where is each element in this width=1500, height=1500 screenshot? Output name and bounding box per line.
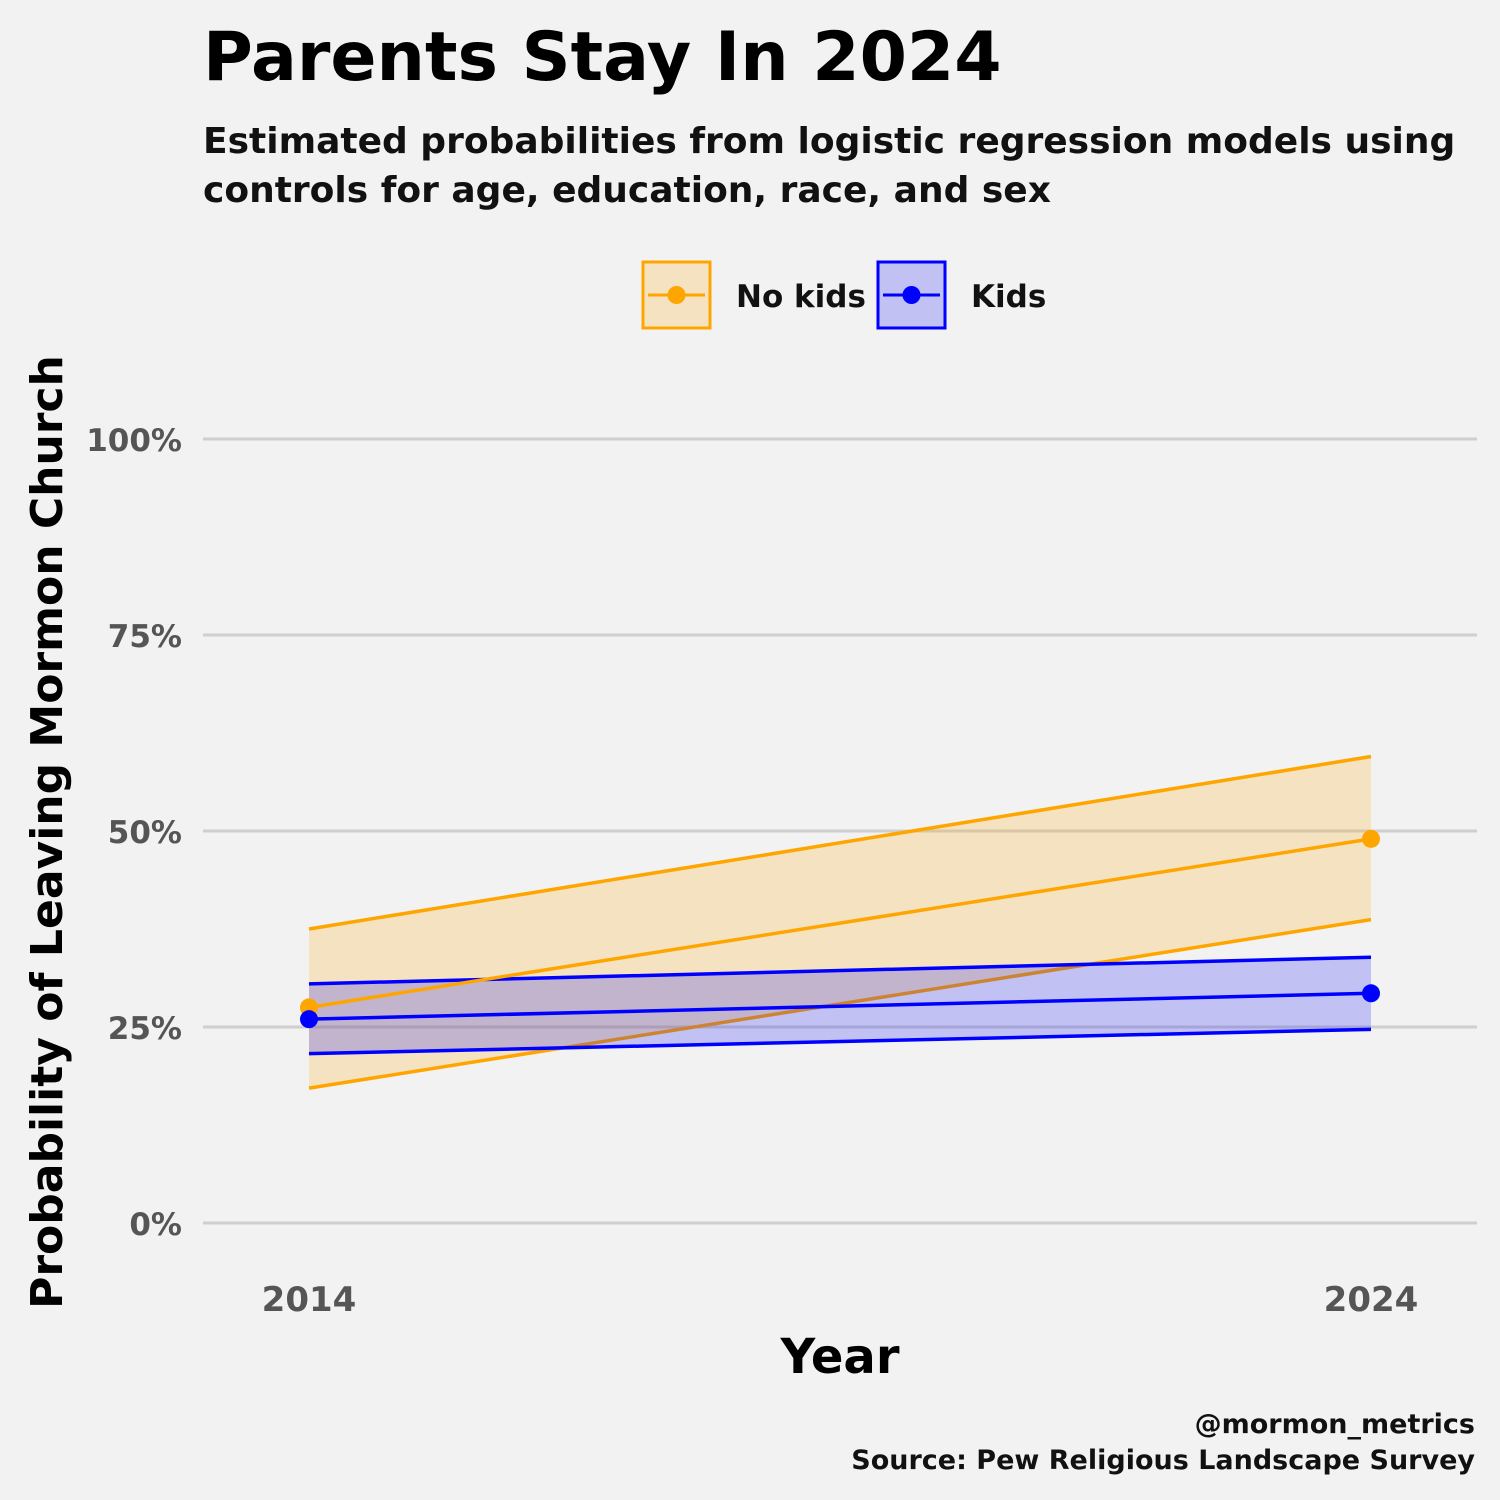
- lower-bound-kids: [308, 1027, 1372, 1056]
- x-axis-ticks: 2014 2024: [262, 1280, 1419, 1320]
- x-tick-label: 2014: [262, 1280, 357, 1320]
- legend-label-no-kids: No kids: [736, 279, 866, 315]
- gridlines: [203, 437, 1477, 1225]
- y-tick-label: 100%: [86, 423, 182, 459]
- data-point-no-kids: [1362, 829, 1380, 848]
- data-point-kids: [1362, 984, 1380, 1003]
- series-line-kids: [308, 991, 1372, 1021]
- legend-item-no-kids: No kids: [641, 260, 866, 330]
- legend-point-no-kids: [667, 286, 686, 304]
- y-tick-label: 0%: [129, 1207, 182, 1243]
- data-point-kids: [300, 1010, 318, 1029]
- chart-title: Parents Stay In 2024: [203, 18, 1002, 97]
- chart-subtitle-line-1: Estimated probabilities from logistic re…: [203, 121, 1455, 162]
- y-axis-ticks: 0% 25% 50% 75% 100%: [86, 423, 182, 1243]
- x-axis-title: Year: [780, 1329, 900, 1385]
- series-lines: [308, 837, 1372, 1021]
- legend-point-kids: [902, 286, 921, 304]
- caption-handle: @mormon_metrics: [1195, 1409, 1475, 1440]
- chart-subtitle-line-2: controls for age, education, race, and s…: [203, 170, 1051, 211]
- series-points: [300, 829, 1380, 1029]
- legend-label-kids: Kids: [971, 279, 1046, 315]
- y-tick-label: 75%: [108, 619, 182, 655]
- caption-source: Source: Pew Religious Landscape Survey: [851, 1445, 1475, 1476]
- y-axis-title: Probability of Leaving Mormon Church: [22, 355, 73, 1309]
- y-tick-label: 50%: [108, 815, 182, 851]
- y-tick-label: 25%: [108, 1011, 182, 1047]
- series-line-no-kids: [308, 837, 1372, 1010]
- legend-item-kids: Kids: [876, 260, 1046, 330]
- lower-bound-no-kids: [308, 917, 1372, 1090]
- upper-bound-no-kids: [308, 754, 1372, 931]
- x-tick-label: 2024: [1324, 1280, 1419, 1320]
- legend: No kids Kids: [641, 260, 1046, 330]
